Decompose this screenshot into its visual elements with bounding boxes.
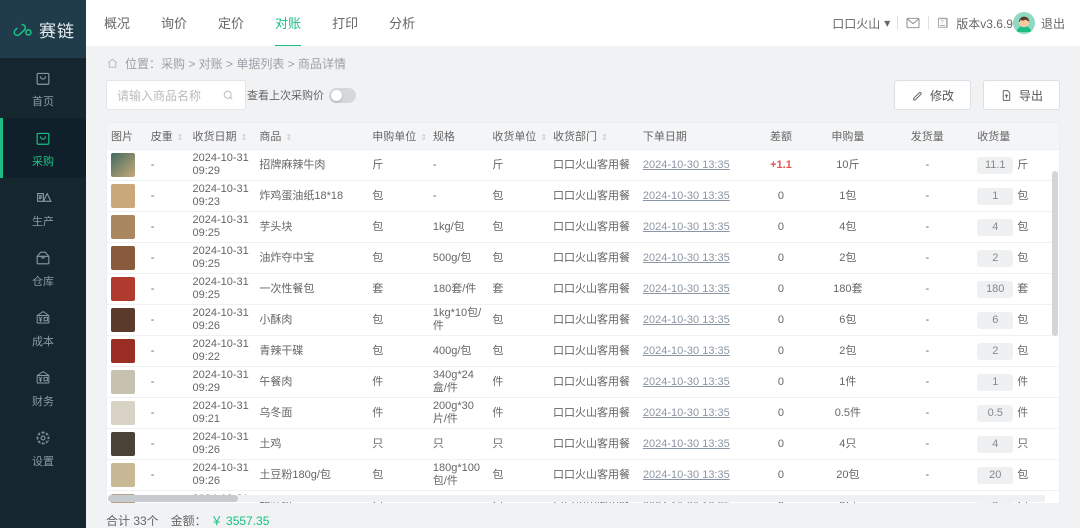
svg-text:?: ? [941, 19, 944, 25]
